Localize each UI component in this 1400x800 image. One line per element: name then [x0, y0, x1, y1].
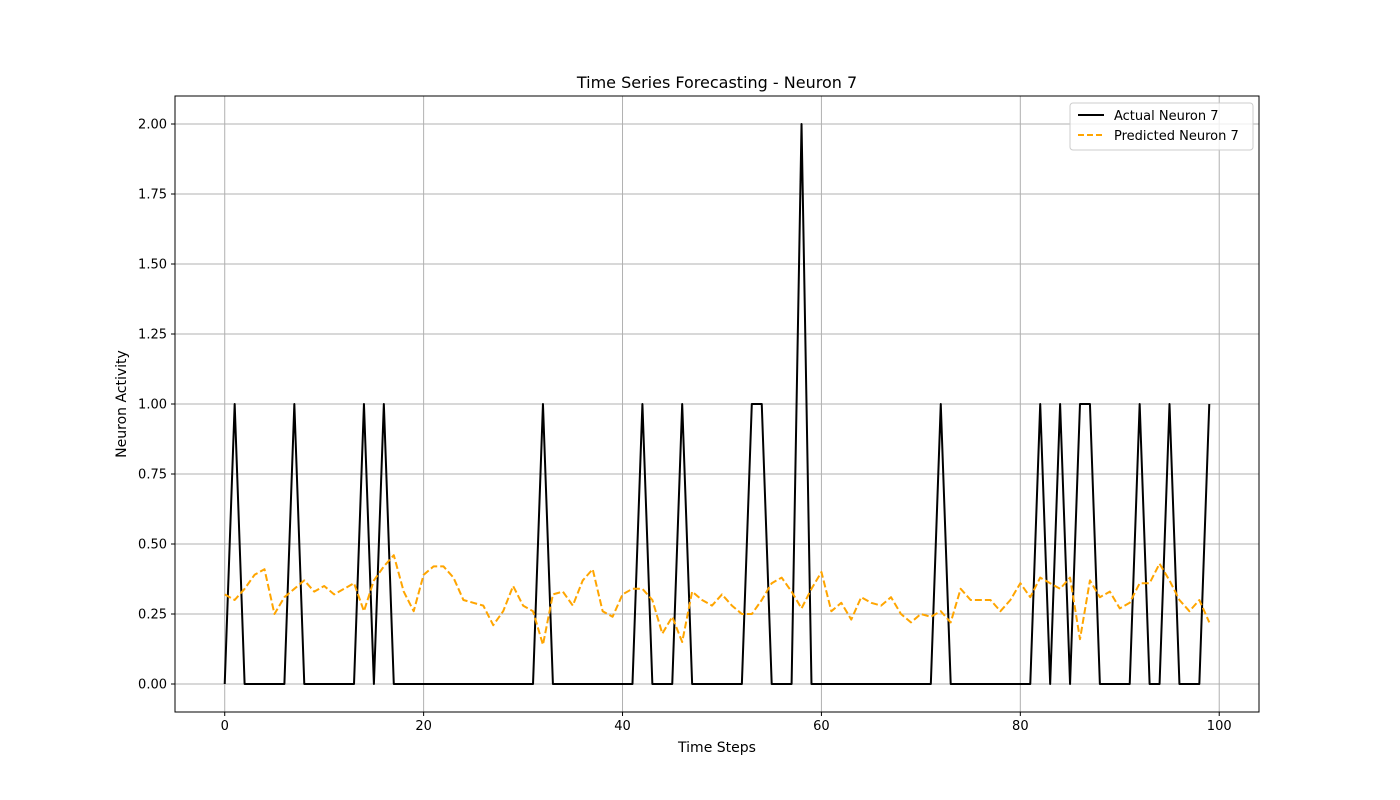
- x-tick-label: 20: [415, 719, 432, 734]
- series-line-predicted: [224, 554, 1211, 646]
- x-tick-label: 0: [221, 719, 229, 734]
- chart-title: Time Series Forecasting - Neuron 7: [576, 73, 857, 92]
- y-axis-ticks: 0.00 0.25 0.50 0.75 1.00 1.25 1.50 1.75 2.00: [138, 118, 175, 693]
- y-tick-label: 1.50: [138, 258, 167, 273]
- y-tick-label: 1.00: [138, 398, 167, 413]
- x-axis-title: Time Steps: [677, 740, 756, 756]
- x-axis-ticks: 0 20 40 60 80 100: [221, 712, 1232, 734]
- y-tick-label: 1.75: [138, 188, 167, 203]
- y-tick-label: 0.75: [138, 468, 167, 483]
- legend-label-actual: Actual Neuron 7: [1114, 109, 1218, 124]
- y-tick-label: 2.00: [138, 118, 167, 133]
- y-tick-label: 0.00: [138, 678, 167, 693]
- y-tick-label: 0.50: [138, 538, 167, 553]
- y-tick-label: 1.25: [138, 328, 167, 343]
- y-axis-title: Neuron Activity: [114, 350, 130, 458]
- x-tick-label: 80: [1012, 719, 1029, 734]
- legend-label-predicted: Predicted Neuron 7: [1114, 129, 1239, 144]
- legend-box: [1069, 102, 1254, 151]
- y-tick-label: 0.25: [138, 608, 167, 623]
- legend: Actual Neuron 7 Predicted Neuron 7: [1069, 102, 1254, 151]
- x-tick-label: 40: [614, 719, 631, 734]
- series-group: [223, 123, 1211, 685]
- x-tick-label: 100: [1207, 719, 1232, 734]
- x-tick-label: 60: [813, 719, 830, 734]
- series-line-actual: [223, 123, 1211, 685]
